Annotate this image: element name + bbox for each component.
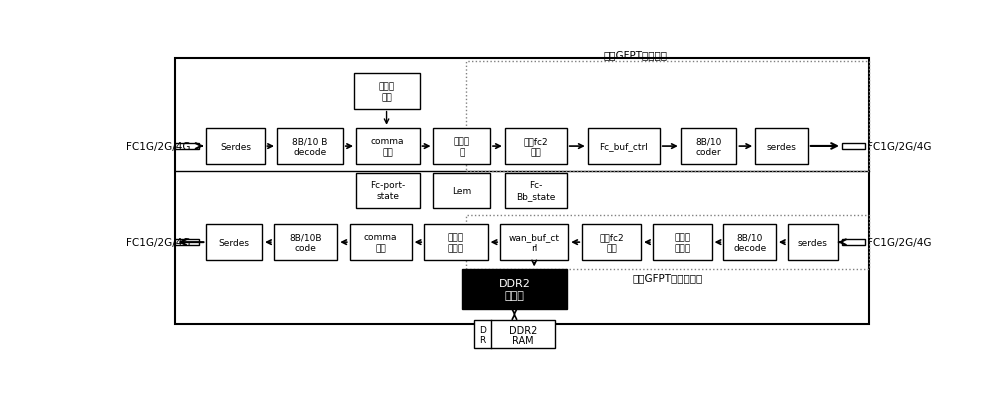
Text: 速率适
配: 速率适 配 [454, 137, 470, 157]
Text: 8B/10 B
decode: 8B/10 B decode [292, 137, 328, 157]
Text: serdes: serdes [798, 238, 828, 247]
Bar [424, 225, 488, 260]
Bar [588, 128, 660, 165]
Bar [466, 215, 869, 270]
Bar [175, 143, 199, 150]
Text: R: R [479, 335, 485, 344]
Bar [500, 225, 568, 260]
Bar [755, 128, 808, 165]
Text: wan_buf_ct
rl: wan_buf_ct rl [509, 233, 560, 253]
Bar [474, 320, 555, 349]
Text: Lem: Lem [452, 186, 471, 195]
Text: FC1G/2G/4G: FC1G/2G/4G [126, 237, 190, 247]
Text: 来自GFPT解映射模块: 来自GFPT解映射模块 [632, 273, 703, 282]
Bar [175, 239, 199, 246]
Text: comma
检测: comma 检测 [371, 137, 404, 157]
Text: Fc-
Bb_state: Fc- Bb_state [516, 181, 555, 201]
Text: 字同步
检测: 字同步 检测 [378, 82, 395, 102]
Bar [681, 128, 736, 165]
Text: 上行fc2
处理: 上行fc2 处理 [523, 137, 548, 157]
Bar [653, 225, 712, 260]
Bar [433, 173, 490, 209]
Bar [354, 74, 420, 109]
Bar [277, 128, 343, 165]
Text: 8B/10
coder: 8B/10 coder [695, 137, 722, 157]
Bar [723, 225, 776, 260]
Text: FC1G/2G/4G: FC1G/2G/4G [126, 142, 190, 152]
Bar [505, 173, 567, 209]
Bar [206, 128, 264, 165]
Bar [842, 143, 865, 150]
Bar [356, 128, 420, 165]
Bar [842, 239, 865, 246]
Text: Fc-port-
state: Fc-port- state [370, 181, 405, 201]
Text: Serdes: Serdes [220, 142, 251, 151]
Bar [206, 225, 262, 260]
Text: comma
检测: comma 检测 [364, 233, 398, 253]
Bar [466, 62, 869, 172]
Text: D: D [479, 325, 486, 335]
Bar [433, 128, 490, 165]
Text: DDR2: DDR2 [509, 325, 537, 335]
Text: FC1G/2G/4G: FC1G/2G/4G [867, 142, 932, 152]
Text: DDR2
控制器: DDR2 控制器 [498, 278, 530, 301]
Bar [175, 59, 869, 324]
Text: RAM: RAM [512, 335, 534, 345]
Bar [350, 225, 412, 260]
Text: 下行速
率适配: 下行速 率适配 [674, 233, 690, 253]
Text: 8B/10
decode: 8B/10 decode [733, 233, 766, 253]
Text: Fc_buf_ctrl: Fc_buf_ctrl [599, 142, 648, 151]
Text: 8B/10B
code: 8B/10B code [289, 233, 322, 253]
Text: 下行速
率适配: 下行速 率适配 [448, 233, 464, 253]
Bar [274, 225, 337, 260]
Bar [462, 270, 567, 309]
Text: 下行fc2
处理: 下行fc2 处理 [599, 233, 624, 253]
Text: FC1G/2G/4G: FC1G/2G/4G [867, 237, 932, 247]
Bar [788, 225, 838, 260]
Text: Serdes: Serdes [219, 238, 250, 247]
Bar [505, 128, 567, 165]
Bar [356, 173, 420, 209]
Text: serdes: serdes [766, 142, 796, 151]
Text: 发往GFPT映射模块: 发往GFPT映射模块 [603, 50, 667, 60]
Bar [582, 225, 641, 260]
